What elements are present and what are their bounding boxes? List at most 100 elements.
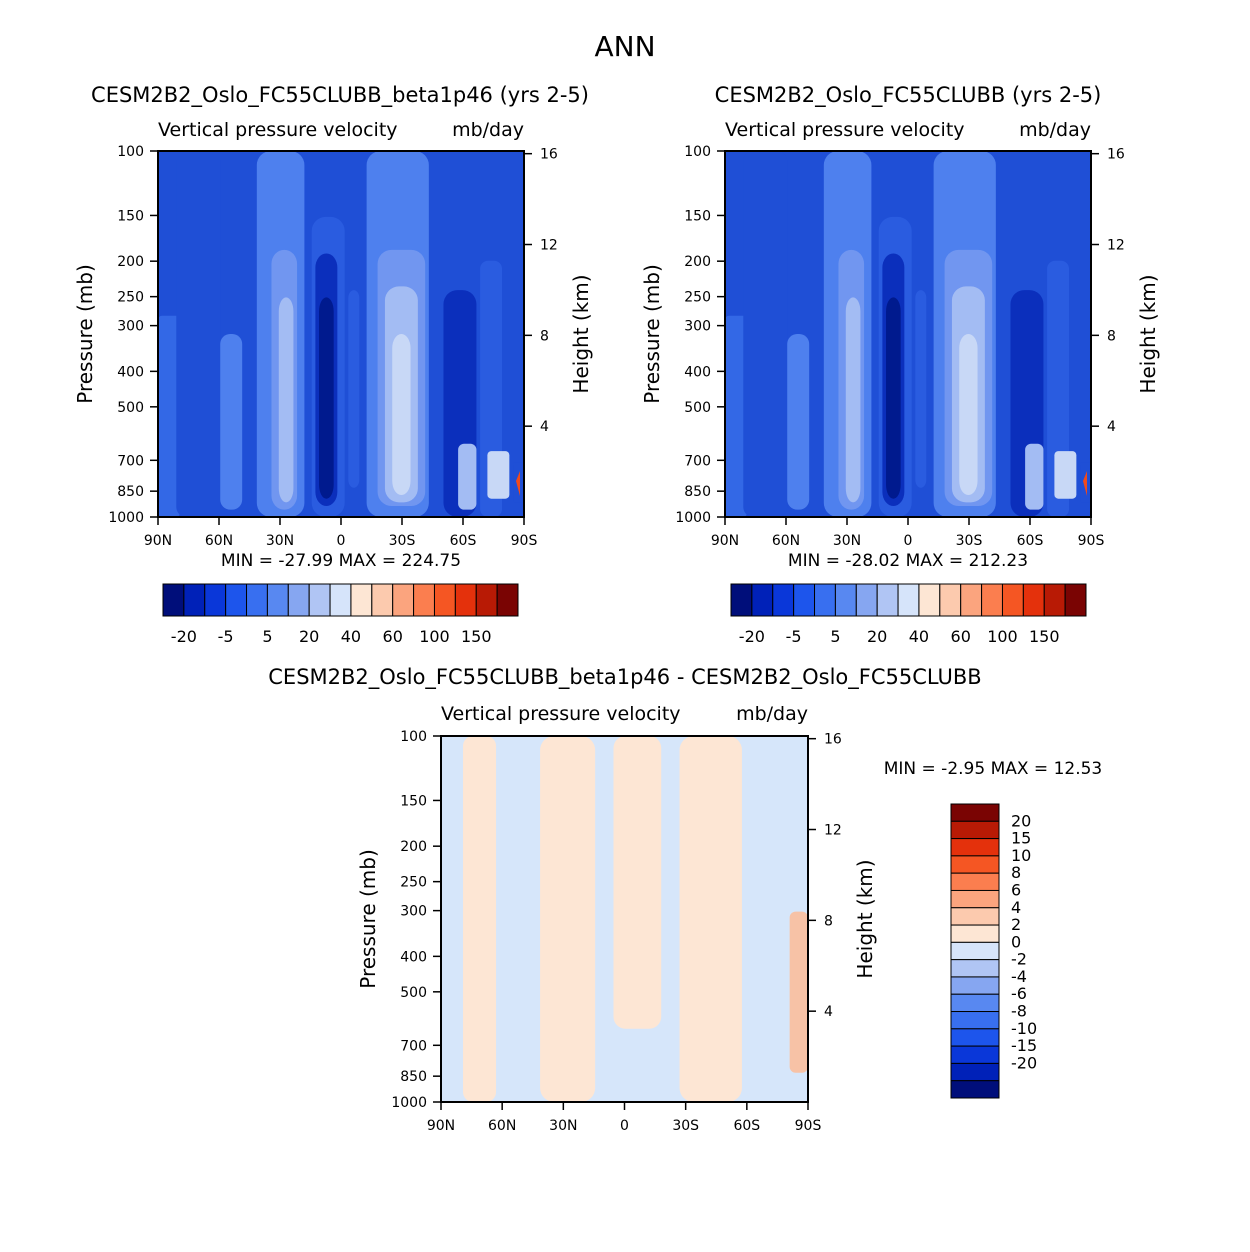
colorbar-label: 150 [461,627,492,646]
colorbar-label: 5 [262,627,272,646]
colorbar-box [950,872,1000,891]
colorbar-label: 8 [1011,863,1021,882]
colorbar-box [413,583,435,617]
contour-region [220,334,243,510]
colorbar-box [950,1011,1000,1030]
colorbar-label: 2 [1011,915,1021,934]
colorbar-box [918,583,941,617]
colorbar-label: -10 [1011,1019,1037,1038]
x-tick-label: 30S [389,533,416,549]
panel-1-axes: 100 150 200 250 300 400 500 700 850 1000 16 12 8 4 90N… [108,144,558,549]
x-tick-label: 60S [1017,533,1044,549]
contour-region [787,334,810,510]
right-tick-label: 12 [540,238,558,254]
x-tick-label: 90S [795,1118,822,1134]
colorbar-box [772,583,795,617]
contour-region-hot [1083,471,1087,496]
colorbar-label: 20 [299,627,319,646]
contour-region [886,297,901,499]
colorbar-box [950,855,1000,874]
x-tick-label: 90N [711,533,739,549]
y-tick-label: 500 [684,400,711,416]
x-tick-label: 90S [511,533,538,549]
x-tick-label: 0 [904,533,913,549]
colorbar-box [814,583,836,617]
colorbar-label: -8 [1011,1002,1027,1021]
y-tick-label: 100 [400,729,427,745]
colorbar-label: 6 [1011,880,1021,899]
y-tick-label: 850 [400,1069,427,1085]
panel-3-axes: 100 150 200 250 300 400 500 700 850 1000 16 12 8 4 90N… [391,729,842,1134]
y-tick-label: 300 [400,904,427,920]
panel-2-units-label: mb/day [1019,119,1091,141]
y-tick-label: 400 [400,949,427,965]
right-tick-label: 16 [540,147,558,163]
y-tick-label: 850 [684,484,711,500]
x-tick-label: 60N [205,533,233,549]
x-tick-label: 60S [733,1118,760,1134]
y-tick-label: 700 [117,453,144,469]
colorbar-box [981,583,1003,617]
colorbar-box [204,583,227,617]
y-tick-label: 700 [400,1038,427,1054]
right-tick-label: 8 [540,328,549,344]
panel-3-variable-label: Vertical pressure velocity [441,703,681,725]
right-tick-label: 8 [1107,328,1116,344]
colorbar-box [1022,583,1045,617]
y-tick-label: 150 [400,793,427,809]
right-tick-label: 12 [824,823,842,839]
x-tick-label: 0 [620,1118,629,1134]
y-tick-label: 400 [684,364,711,380]
colorbar-box [950,959,1000,978]
x-tick-label: 60S [450,533,477,549]
y-tick-label: 200 [400,839,427,855]
colorbar-box [834,583,857,617]
colorbar-box [183,583,206,617]
y-tick-label: 200 [117,254,144,270]
colorbar-box [950,803,1000,822]
colorbar-box [246,583,268,617]
panel-2-contour-field [725,151,1091,517]
colorbar-box [897,583,920,617]
contour-region [725,315,747,517]
contour-region [458,443,477,510]
colorbar-box [730,583,753,617]
contour-region [176,151,221,517]
figure-title: ANN [594,30,655,63]
panel-3-contour-field [441,736,808,1102]
colorbar-box [162,583,185,617]
colorbar-label: -5 [218,627,234,646]
colorbar-box [225,583,248,617]
x-tick-label: 90N [144,533,172,549]
colorbar-box [350,583,373,617]
colorbar-label: 150 [1029,627,1060,646]
contour-region-hot [516,471,520,496]
y-tick-label: 300 [117,319,144,335]
y-tick-label: 700 [684,453,711,469]
colorbar-box [939,583,962,617]
y-tick-label: 250 [117,290,144,306]
right-tick-label: 4 [1107,419,1116,435]
y-tick-label: 100 [117,144,144,160]
y-tick-label: 500 [117,400,144,416]
panel-1-right-axis-label: Height (km) [569,274,593,393]
colorbar-label: -15 [1011,1036,1037,1055]
panel-3-y-axis-label: Pressure (mb) [356,849,380,989]
colorbar-box [950,1045,1000,1064]
contour-region [743,151,788,517]
x-tick-label: 90S [1078,533,1105,549]
panel-1-units-label: mb/day [452,119,524,141]
y-tick-label: 500 [400,985,427,1001]
y-tick-label: 250 [400,875,427,891]
panel-2-title: CESM2B2_Oslo_FC55CLUBB (yrs 2-5) [715,83,1102,108]
contour-region [679,736,742,1102]
colorbar-box [266,583,289,617]
panel-3-difference: CESM2B2_Oslo_FC55CLUBB_beta1p46 - CESM2B… [268,665,1102,1134]
colorbar-label: 4 [1011,898,1021,917]
contour-region [463,736,497,1102]
panel-3-right-axis-label: Height (km) [853,859,877,978]
colorbar-box [876,583,899,617]
colorbar-box [950,941,1000,961]
colorbar-label: 60 [383,627,403,646]
